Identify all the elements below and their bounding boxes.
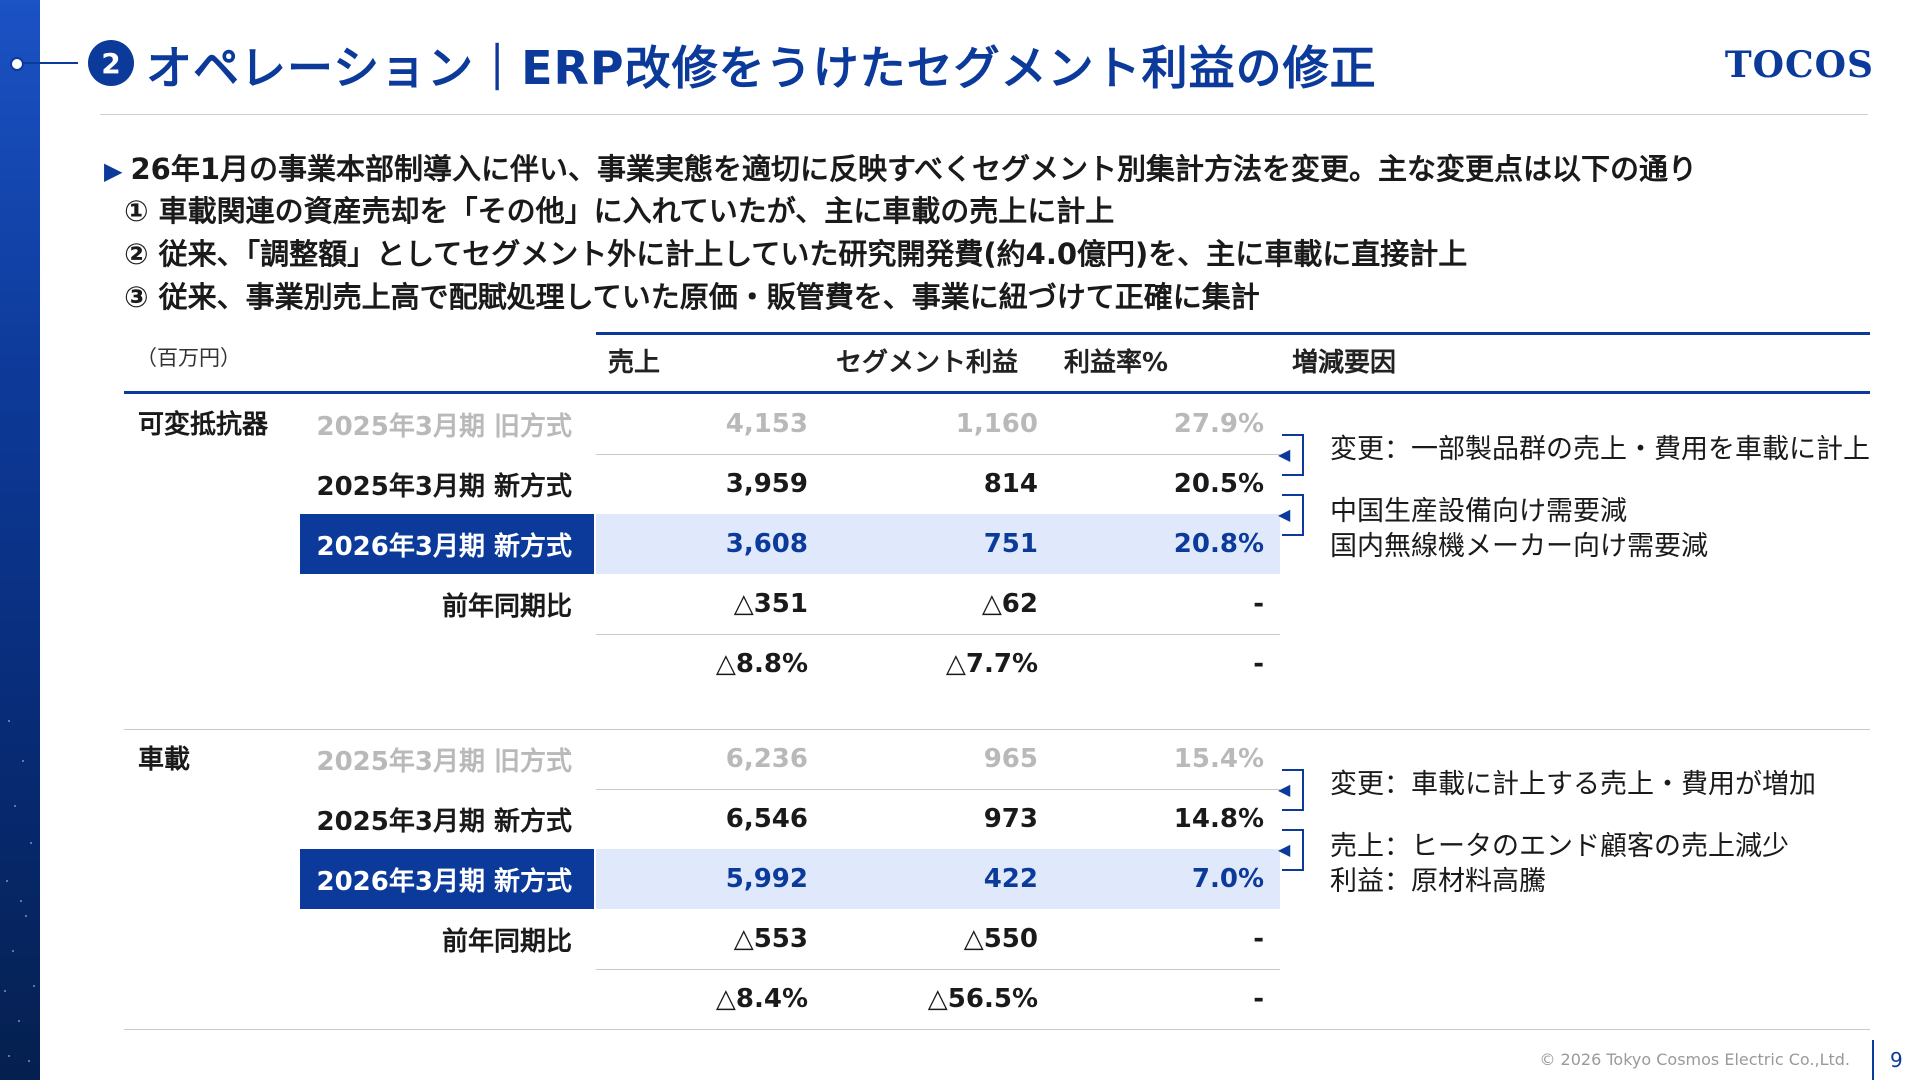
- sparkle-dot: [25, 915, 27, 917]
- section-number-badge: 2: [88, 40, 134, 86]
- arrow-left-icon: ◀: [1278, 780, 1291, 799]
- footer-separator: [1872, 1040, 1874, 1080]
- row-label: 前年同期比: [441, 591, 572, 622]
- arrow-left-icon: ◀: [1278, 445, 1291, 464]
- cell-profit: △550: [963, 924, 1038, 954]
- sparkle-dot: [6, 880, 8, 882]
- cell-rate: 20.8%: [1173, 529, 1264, 559]
- row-label: 2025年3月期 旧方式: [316, 746, 572, 777]
- company-logo: TOCOS: [1724, 44, 1874, 86]
- change-factor-text: 変更：一部製品群の売上・費用を車載に計上: [1330, 434, 1870, 465]
- unit-label: （百万円）: [136, 346, 241, 370]
- cell-profit: 814: [983, 469, 1038, 499]
- cell-sales: △351: [733, 589, 808, 619]
- cell-sales: △8.8%: [715, 649, 808, 679]
- row-label: 2026年3月期 新方式: [300, 849, 594, 909]
- change-factor-text: 国内無線機メーカー向け需要減: [1330, 531, 1708, 562]
- header-change-factors: 増減要因: [1292, 348, 1397, 378]
- table-header-bottom-rule: [124, 391, 1870, 394]
- cell-rate: 14.8%: [1173, 804, 1264, 834]
- segment-separator: [124, 1029, 1870, 1030]
- segment-separator: [124, 729, 1870, 730]
- row-label: 2026年3月期 新方式: [300, 514, 594, 574]
- bullet-item-2: ② 従来、「調整額」としてセグメント外に計上していた研究開発費(約4.0億円)を…: [124, 237, 1468, 271]
- cell-profit: 1,160: [955, 409, 1038, 439]
- table-header-top-rule: [596, 332, 1870, 335]
- sparkle-dot: [4, 990, 6, 992]
- bullet-main-text: 26年1月の事業本部制導入に伴い、事業実態を適切に反映すべくセグメント別集計方法…: [130, 152, 1697, 186]
- highlight-row-bg: [596, 514, 1280, 574]
- change-factor-text: 売上：ヒータのエンド顧客の売上減少: [1330, 831, 1789, 862]
- row-separator: [596, 969, 1280, 970]
- cell-rate: -: [1253, 984, 1264, 1014]
- bullet-item-3: ③ 従来、事業別売上高で配賦処理していた原価・販管費を、事業に紐づけて正確に集計: [124, 280, 1260, 314]
- bullet-main: ▶ 26年1月の事業本部制導入に伴い、事業実態を適切に反映すべくセグメント別集計方…: [104, 146, 1697, 188]
- row-label: 2025年3月期 旧方式: [316, 411, 572, 442]
- row-separator: [596, 634, 1280, 635]
- row-separator: [596, 454, 1280, 455]
- change-factor-text: 利益：原材料高騰: [1330, 866, 1546, 897]
- header-divider: [100, 114, 1868, 115]
- segment-name: 可変抵抗器: [138, 410, 269, 440]
- page-title: オペレーション｜ERP改修をうけたセグメント利益の修正: [146, 41, 1377, 95]
- arrow-left-icon: ◀: [1278, 840, 1291, 859]
- header-dot-icon: [10, 57, 24, 71]
- segment-name: 車載: [138, 745, 191, 775]
- cell-sales: 6,236: [725, 744, 808, 774]
- cell-sales: 3,608: [725, 529, 808, 559]
- row-label: 2025年3月期 新方式: [316, 471, 572, 502]
- sparkle-dot: [20, 900, 22, 902]
- change-factor-text: 中国生産設備向け需要減: [1330, 496, 1627, 527]
- cell-rate: -: [1253, 589, 1264, 619]
- row-label: 前年同期比: [441, 926, 572, 957]
- cell-sales: 3,959: [725, 469, 808, 499]
- cell-rate: 7.0%: [1191, 864, 1264, 894]
- sparkle-dot: [14, 805, 16, 807]
- sparkle-dot: [18, 1020, 20, 1022]
- sparkle-dot: [30, 842, 32, 844]
- copyright: © 2026 Tokyo Cosmos Electric Co.,Ltd.: [1539, 1050, 1850, 1069]
- arrow-left-icon: ◀: [1278, 505, 1291, 524]
- cell-profit: 422: [983, 864, 1038, 894]
- header-segment-profit: セグメント利益: [836, 348, 1019, 378]
- cell-profit: △56.5%: [927, 984, 1038, 1014]
- cell-rate: 20.5%: [1173, 469, 1264, 499]
- cell-sales: 5,992: [725, 864, 808, 894]
- cell-rate: 27.9%: [1173, 409, 1264, 439]
- sparkle-dot: [12, 950, 14, 952]
- sparkle-dot: [28, 1060, 30, 1062]
- left-decorative-bar: [0, 0, 40, 1080]
- cell-sales: 4,153: [725, 409, 808, 439]
- header-sales: 売上: [608, 348, 661, 378]
- bracket-connector: [1282, 829, 1304, 871]
- sparkle-dot: [8, 1055, 10, 1057]
- cell-sales: 6,546: [725, 804, 808, 834]
- cell-profit: △62: [981, 589, 1038, 619]
- row-label: 2025年3月期 新方式: [316, 806, 572, 837]
- cell-profit: 965: [983, 744, 1038, 774]
- cell-sales: △553: [733, 924, 808, 954]
- cell-sales: △8.4%: [715, 984, 808, 1014]
- cell-rate: -: [1253, 924, 1264, 954]
- cell-rate: -: [1253, 649, 1264, 679]
- bracket-connector: [1282, 769, 1304, 811]
- row-separator: [596, 789, 1280, 790]
- change-factor-text: 変更：車載に計上する売上・費用が増加: [1330, 769, 1816, 800]
- sparkle-dot: [33, 985, 35, 987]
- cell-profit: 751: [983, 529, 1038, 559]
- triangle-bullet-icon: ▶: [104, 157, 123, 185]
- sparkle-dot: [22, 760, 24, 762]
- highlight-row-bg: [596, 849, 1280, 909]
- cell-profit: △7.7%: [945, 649, 1038, 679]
- header-profit-rate: 利益率%: [1064, 348, 1169, 378]
- cell-rate: 15.4%: [1173, 744, 1264, 774]
- header-line: [22, 62, 78, 64]
- bullet-item-1: ① 車載関連の資産売却を「その他」に入れていたが、主に車載の売上に計上: [124, 194, 1115, 228]
- page-number: 9: [1890, 1048, 1903, 1072]
- bracket-connector: [1282, 494, 1304, 536]
- cell-profit: 973: [983, 804, 1038, 834]
- bracket-connector: [1282, 434, 1304, 476]
- sparkle-dot: [8, 720, 10, 722]
